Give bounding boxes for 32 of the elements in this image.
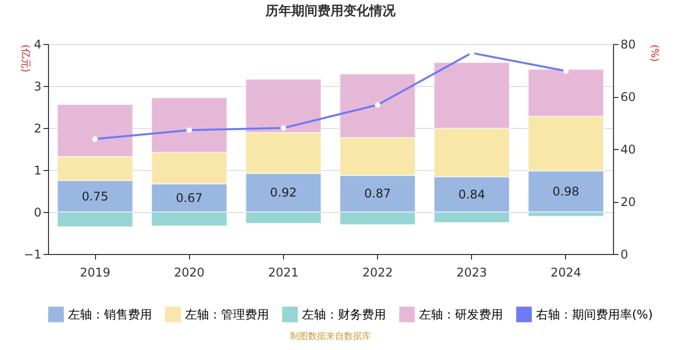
legend-label: 左轴：销售费用 bbox=[68, 307, 152, 322]
y-tick-label: −1 bbox=[24, 248, 42, 262]
y2-axis-title: (%) bbox=[648, 44, 660, 62]
x-tick-label: 2021 bbox=[268, 266, 299, 280]
data-label: 0.98 bbox=[552, 184, 580, 198]
y2-tick-label: 80 bbox=[620, 38, 636, 52]
legend-label: 左轴：管理费用 bbox=[185, 307, 269, 322]
legend-label: 左轴：财务费用 bbox=[302, 307, 386, 322]
y2-tick-label: 20 bbox=[620, 195, 636, 209]
legend-label: 左轴：研发费用 bbox=[419, 307, 503, 322]
x-tick-label: 2019 bbox=[80, 266, 110, 280]
y-tick-label: 4 bbox=[34, 38, 42, 52]
data-label: 0.75 bbox=[82, 189, 108, 204]
data-label: 0.67 bbox=[176, 190, 203, 205]
y-tick-label: 1 bbox=[34, 164, 42, 178]
x-tick-label: 2023 bbox=[456, 266, 488, 280]
data-label: 0.87 bbox=[364, 186, 391, 201]
y-tick-label: 0 bbox=[34, 206, 42, 220]
y2-tick-label: 60 bbox=[620, 90, 636, 104]
x-tick-label: 2020 bbox=[174, 266, 205, 280]
data-label: 0.84 bbox=[458, 187, 486, 202]
x-tick-label: 2024 bbox=[550, 266, 582, 280]
legend-label: 右轴：期间费用率(%) bbox=[536, 307, 653, 322]
x-tick-label: 2022 bbox=[362, 266, 393, 280]
text: 制图数据来自数据库 bbox=[290, 331, 371, 342]
data-label: 0.92 bbox=[270, 186, 297, 200]
y-tick-label: 2 bbox=[34, 122, 42, 136]
chart-title: 历年期间费用变化情况 bbox=[264, 3, 396, 19]
y2-tick-label: 40 bbox=[620, 142, 636, 156]
y2-tick-label: 0 bbox=[620, 248, 628, 262]
y-tick-label: 3 bbox=[34, 80, 42, 94]
y-axis-title: (亿元) bbox=[20, 44, 30, 72]
